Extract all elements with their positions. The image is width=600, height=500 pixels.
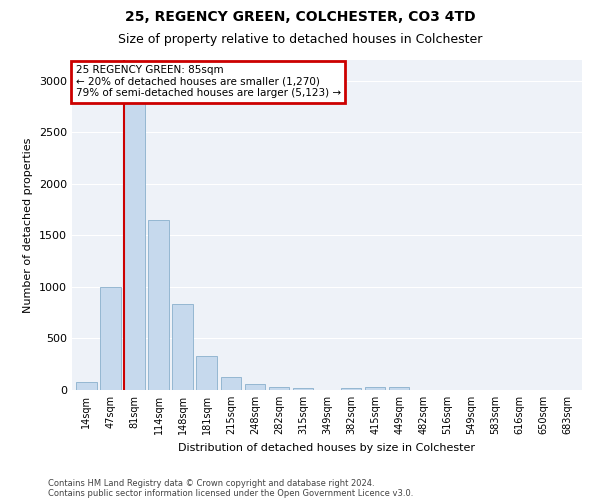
Bar — [221, 376, 241, 390]
Text: Contains HM Land Registry data © Crown copyright and database right 2024.: Contains HM Land Registry data © Crown c… — [48, 478, 374, 488]
Text: Contains public sector information licensed under the Open Government Licence v3: Contains public sector information licen… — [48, 488, 413, 498]
Bar — [148, 220, 169, 390]
Bar — [76, 382, 97, 390]
Bar — [196, 356, 217, 390]
Bar — [172, 304, 193, 390]
X-axis label: Distribution of detached houses by size in Colchester: Distribution of detached houses by size … — [179, 442, 476, 452]
Bar — [341, 388, 361, 390]
Text: 25, REGENCY GREEN, COLCHESTER, CO3 4TD: 25, REGENCY GREEN, COLCHESTER, CO3 4TD — [125, 10, 475, 24]
Bar — [365, 387, 385, 390]
Bar — [293, 388, 313, 390]
Bar — [269, 387, 289, 390]
Bar — [124, 84, 145, 390]
Text: 25 REGENCY GREEN: 85sqm
← 20% of detached houses are smaller (1,270)
79% of semi: 25 REGENCY GREEN: 85sqm ← 20% of detache… — [76, 65, 341, 98]
Bar — [389, 387, 409, 390]
Bar — [245, 384, 265, 390]
Y-axis label: Number of detached properties: Number of detached properties — [23, 138, 34, 312]
Text: Size of property relative to detached houses in Colchester: Size of property relative to detached ho… — [118, 32, 482, 46]
Bar — [100, 287, 121, 390]
